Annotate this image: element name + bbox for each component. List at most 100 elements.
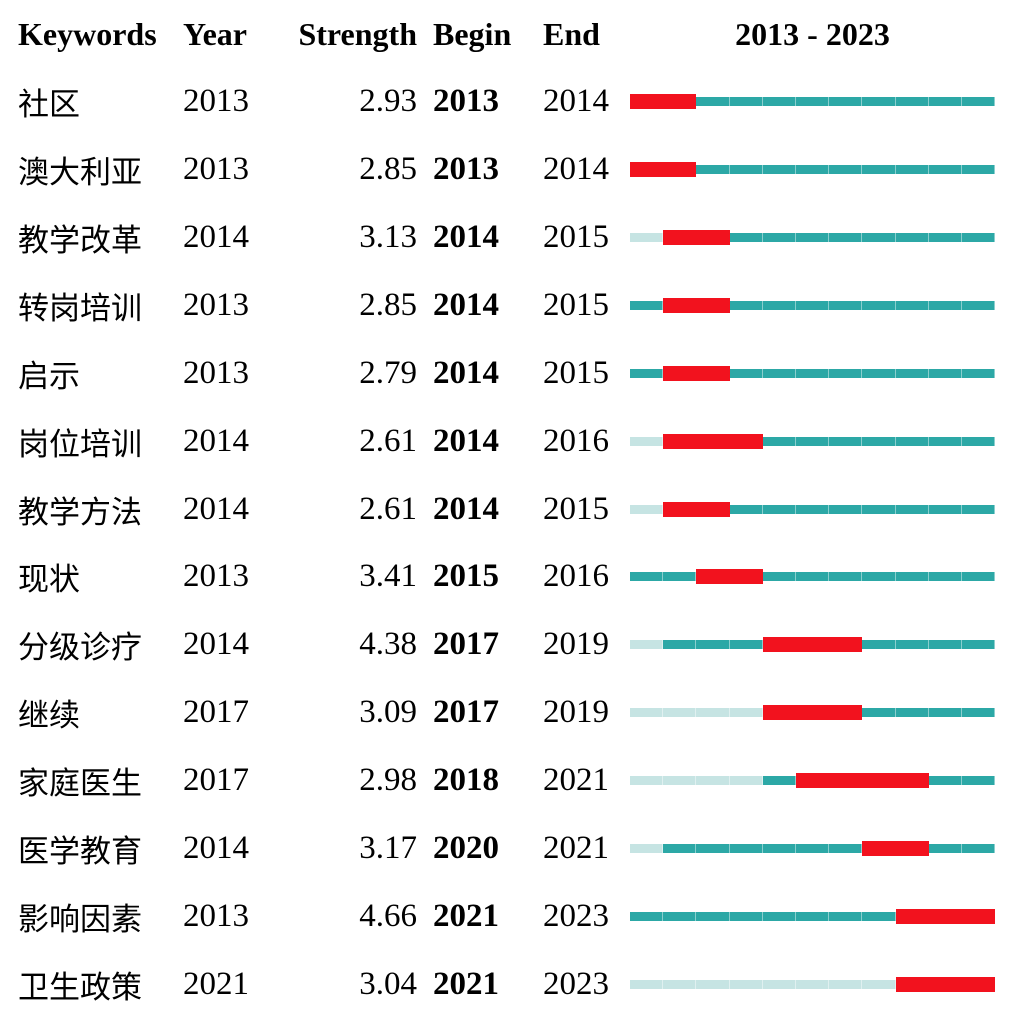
year-segment-2022 xyxy=(928,368,962,378)
year-segment-2013 xyxy=(630,572,664,582)
year-segment-2014 xyxy=(663,572,697,582)
year-cell: 2013 xyxy=(183,83,249,120)
year-segment-2023 xyxy=(961,233,996,243)
year-segment-2014 xyxy=(663,94,697,110)
year-segment-2022 xyxy=(928,572,962,582)
year-segment-2016 xyxy=(729,708,763,718)
year-segment-2014 xyxy=(663,162,697,178)
year-segment-2022 xyxy=(928,436,962,446)
year-segment-2023 xyxy=(961,165,996,175)
strength-cell: 3.17 xyxy=(359,829,417,866)
table-row: 医学教育 2014 3.17 2020 2021 xyxy=(0,814,1018,882)
strength-cell: 2.98 xyxy=(359,762,417,799)
year-segment-2019 xyxy=(829,301,863,310)
year-segment-2013 xyxy=(630,708,664,718)
burst-timeline-bar xyxy=(630,228,996,248)
end-cell: 2019 xyxy=(543,626,609,663)
year-cell: 2013 xyxy=(183,354,249,391)
end-cell: 2015 xyxy=(543,354,609,391)
year-segment-2017 xyxy=(762,776,796,786)
year-segment-2017 xyxy=(762,705,796,721)
year-segment-2021 xyxy=(895,368,929,378)
year-segment-2017 xyxy=(762,97,796,107)
year-segment-2017 xyxy=(762,637,796,653)
end-cell: 2021 xyxy=(543,829,609,866)
begin-cell: 2018 xyxy=(433,762,499,799)
year-segment-2019 xyxy=(829,773,863,789)
burst-timeline-bar xyxy=(630,431,996,451)
year-segment-2014 xyxy=(663,911,697,921)
begin-cell: 2020 xyxy=(433,829,499,866)
year-segment-2022 xyxy=(928,976,962,992)
keyword-cell: 教学方法 xyxy=(18,494,142,531)
year-segment-2013 xyxy=(630,979,664,989)
year-segment-2016 xyxy=(729,843,763,853)
year-segment-2020 xyxy=(862,301,896,310)
end-cell: 2023 xyxy=(543,965,609,1002)
year-segment-2018 xyxy=(795,368,830,378)
header-end: End xyxy=(543,15,600,52)
year-segment-2019 xyxy=(829,368,863,378)
table-row: 家庭医生 2017 2.98 2018 2021 xyxy=(0,747,1018,815)
year-segment-2022 xyxy=(928,640,962,650)
strength-cell: 3.41 xyxy=(359,558,417,595)
burst-timeline-bar xyxy=(630,703,996,723)
year-segment-2018 xyxy=(795,637,830,653)
year-segment-2016 xyxy=(729,433,763,449)
year-segment-2013 xyxy=(630,843,664,853)
year-segment-2013 xyxy=(630,436,664,446)
year-segment-2016 xyxy=(729,97,763,107)
year-segment-2023 xyxy=(961,504,996,514)
year-segment-2022 xyxy=(928,776,962,786)
year-segment-2013 xyxy=(630,301,664,310)
end-cell: 2015 xyxy=(543,287,609,323)
year-segment-2015 xyxy=(696,97,730,107)
year-segment-2022 xyxy=(928,908,962,924)
year-segment-2023 xyxy=(961,368,996,378)
burst-timeline-bar xyxy=(630,635,996,655)
year-segment-2022 xyxy=(928,504,962,514)
year-segment-2013 xyxy=(630,911,664,921)
begin-cell: 2013 xyxy=(433,83,499,120)
year-segment-2020 xyxy=(862,97,896,107)
table-row: 启示 2013 2.79 2014 2015 xyxy=(0,339,1018,407)
keyword-cell: 社区 xyxy=(18,87,80,124)
year-segment-2016 xyxy=(729,233,763,243)
keyword-cell: 分级诊疗 xyxy=(18,630,142,667)
year-segment-2020 xyxy=(862,368,896,378)
year-segment-2018 xyxy=(795,843,830,853)
year-segment-2015 xyxy=(696,298,730,313)
year-segment-2014 xyxy=(663,298,697,313)
year-segment-2020 xyxy=(862,773,896,789)
table-row: 转岗培训 2013 2.85 2014 2015 xyxy=(0,272,1018,340)
year-segment-2020 xyxy=(862,979,896,989)
strength-cell: 3.09 xyxy=(359,694,417,731)
year-segment-2021 xyxy=(895,436,929,446)
strength-cell: 2.93 xyxy=(359,83,417,120)
end-cell: 2021 xyxy=(543,762,609,799)
strength-cell: 2.85 xyxy=(359,151,417,188)
burst-timeline-bar xyxy=(630,92,996,112)
year-cell: 2014 xyxy=(183,219,249,256)
table-row: 分级诊疗 2014 4.38 2017 2019 xyxy=(0,611,1018,679)
burst-timeline-bar xyxy=(630,838,996,858)
year-segment-2022 xyxy=(928,843,962,853)
end-cell: 2023 xyxy=(543,897,609,934)
burst-timeline-bar xyxy=(630,567,996,587)
strength-cell: 2.61 xyxy=(359,422,417,459)
year-segment-2021 xyxy=(895,640,929,650)
year-segment-2021 xyxy=(895,708,929,718)
year-segment-2015 xyxy=(696,708,730,718)
header-timeline-range: 2013 - 2023 xyxy=(735,15,890,52)
table-row: 岗位培训 2014 2.61 2014 2016 xyxy=(0,407,1018,475)
year-segment-2021 xyxy=(895,976,929,992)
year-segment-2018 xyxy=(795,97,830,107)
year-segment-2023 xyxy=(961,976,996,992)
begin-cell: 2015 xyxy=(433,558,499,595)
header-begin: Begin xyxy=(433,15,512,52)
year-segment-2023 xyxy=(961,908,996,924)
begin-cell: 2014 xyxy=(433,219,499,256)
year-segment-2021 xyxy=(895,165,929,175)
year-segment-2021 xyxy=(895,504,929,514)
year-segment-2019 xyxy=(829,436,863,446)
